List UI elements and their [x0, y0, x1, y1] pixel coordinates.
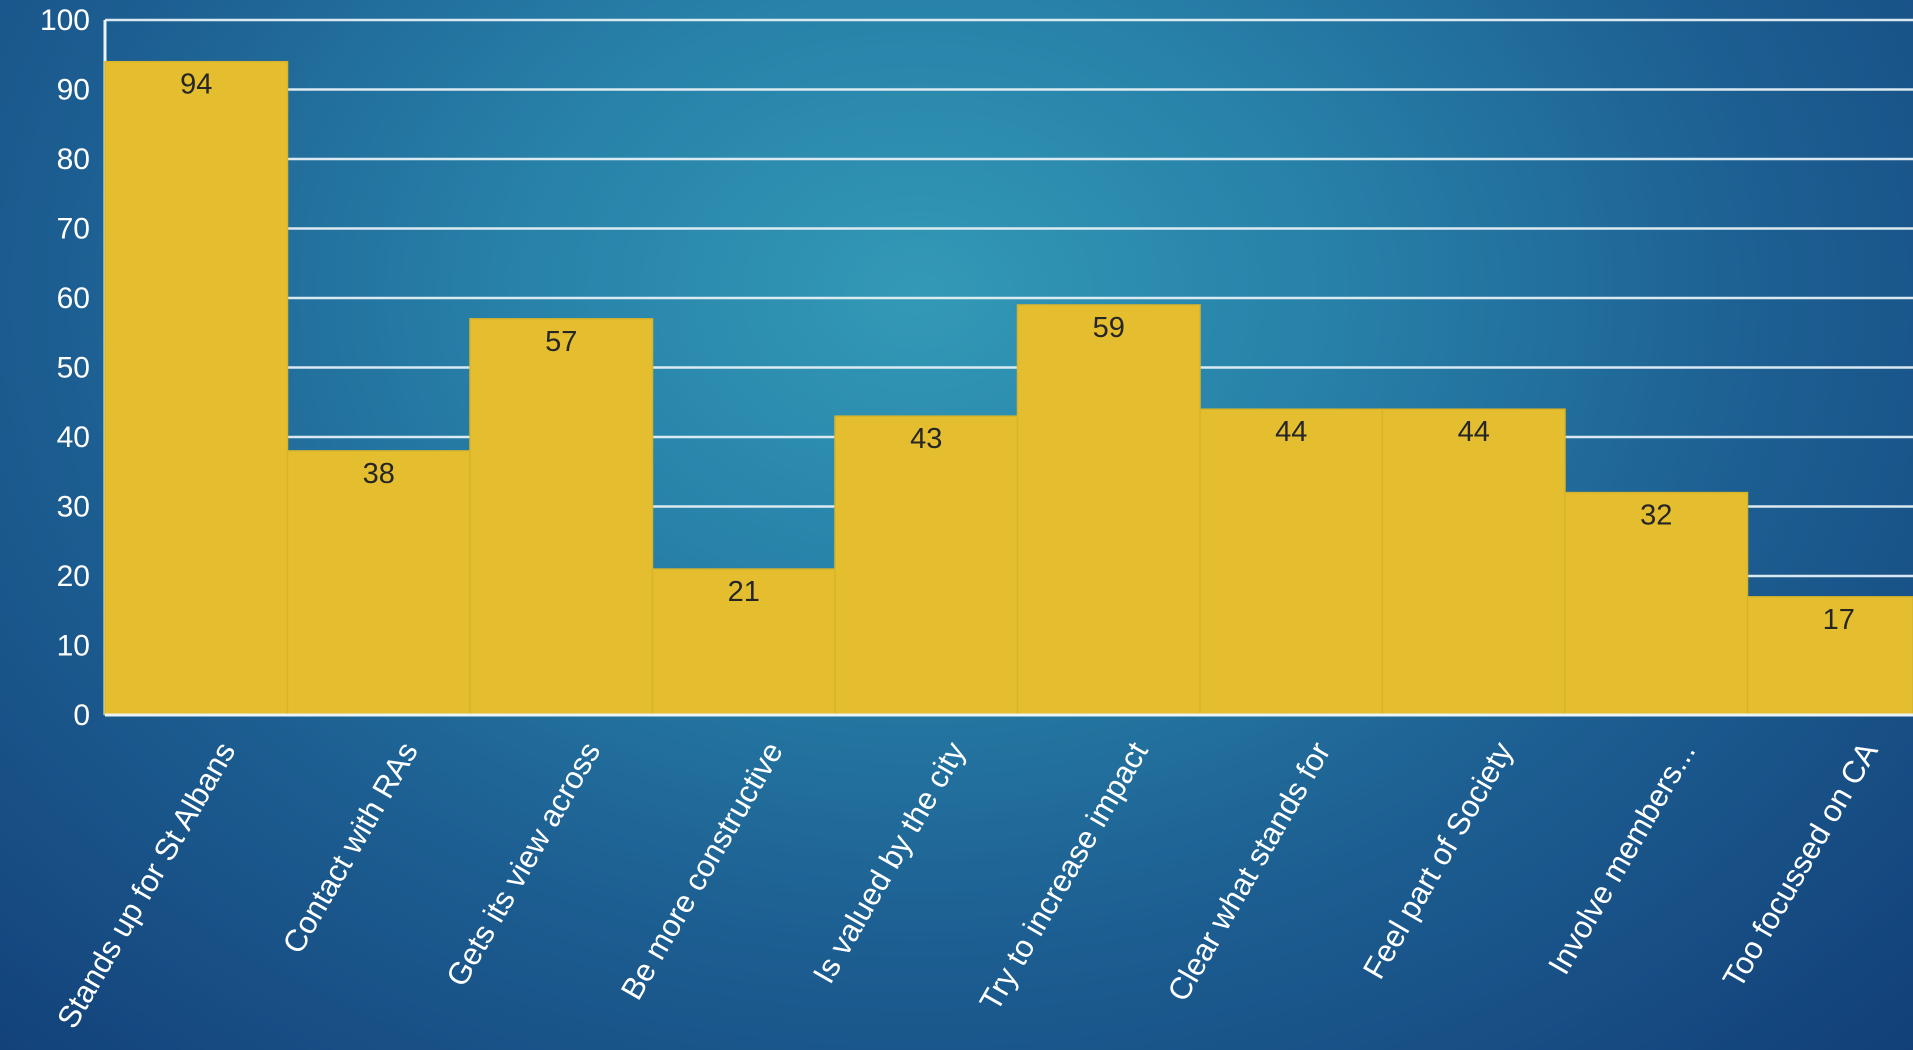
- x-tick-label-5: Is valued by the city: [806, 736, 973, 990]
- y-tick-label-70: 70: [57, 213, 90, 246]
- bar-8[interactable]: [1381, 408, 1566, 716]
- value-label-1: 94: [180, 69, 212, 101]
- x-tick-label-8: Feel part of Society: [1356, 736, 1520, 985]
- value-label-2: 38: [363, 458, 395, 490]
- value-label-6: 59: [1093, 312, 1125, 344]
- bar-10[interactable]: [1746, 596, 1913, 716]
- y-tick-label-50: 50: [57, 352, 90, 385]
- bar-4[interactable]: [651, 568, 836, 716]
- x-tick-label-4: Be more constructive: [614, 736, 790, 1006]
- value-label-9: 32: [1640, 500, 1672, 532]
- bar-3[interactable]: [469, 318, 654, 716]
- y-tick-label-100: 100: [40, 4, 90, 37]
- y-tick-label-90: 90: [57, 74, 90, 107]
- y-tick-label-60: 60: [57, 282, 90, 315]
- y-tick-label-20: 20: [57, 560, 90, 593]
- x-tick-label-2: Contact with RAs: [276, 736, 425, 959]
- y-tick-label-0: 0: [73, 699, 90, 732]
- value-labels: 94 38 57 21 43 59 44 44 32 17: [180, 69, 1855, 636]
- x-tick-label-10: Too focussed on CA: [1716, 736, 1885, 994]
- x-tick-labels: Stands up for St Albans Contact with RAs G…: [50, 736, 1885, 1035]
- bar-6[interactable]: [1016, 304, 1201, 716]
- x-tick-label-6: Try to increase impact: [973, 736, 1155, 1017]
- value-label-7: 44: [1275, 416, 1307, 448]
- y-tick-label-80: 80: [57, 143, 90, 176]
- y-tick-label-30: 30: [57, 491, 90, 524]
- y-tick-labels: 0 10 20 30 40 50 60 70 80 90 100: [40, 4, 90, 732]
- value-label-10: 17: [1823, 604, 1855, 636]
- x-tick-label-1: Stands up for St Albans: [50, 736, 242, 1034]
- bars: [104, 60, 1913, 716]
- x-tick-label-7: Clear what stands for: [1161, 736, 1338, 1007]
- bar-7[interactable]: [1199, 408, 1384, 716]
- value-label-8: 44: [1458, 416, 1490, 448]
- value-label-5: 43: [910, 423, 942, 455]
- bar-1[interactable]: [104, 60, 289, 716]
- value-label-4: 21: [728, 576, 760, 608]
- y-tick-label-10: 10: [57, 630, 90, 663]
- value-label-3: 57: [545, 326, 577, 358]
- bar-5[interactable]: [834, 415, 1019, 716]
- bar-9[interactable]: [1564, 491, 1749, 716]
- y-tick-label-40: 40: [57, 421, 90, 454]
- bar-2[interactable]: [286, 450, 471, 716]
- x-tick-label-3: Gets its view across: [439, 736, 607, 992]
- x-tick-label-9: Involve members...: [1541, 736, 1702, 980]
